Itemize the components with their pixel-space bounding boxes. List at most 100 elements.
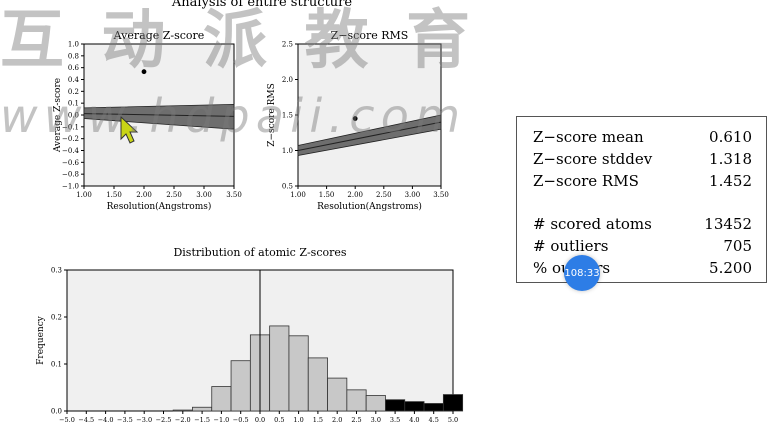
y-tick-label: −0.2 — [62, 135, 79, 143]
statistics-panel: Z−score mean 0.610 Z−score stddev 1.318 … — [516, 116, 767, 283]
data-point — [141, 69, 147, 75]
outlier-bar — [385, 399, 406, 412]
y-tick-label: 0.6 — [68, 64, 80, 72]
y-tick-label: 0.0 — [68, 112, 79, 120]
x-tick-label: 1.0 — [293, 416, 303, 424]
x-tick-label: 2.00 — [136, 191, 152, 199]
histogram-bar — [288, 335, 309, 412]
stat-row-outliers: # outliers 705 — [533, 236, 752, 256]
x-tick-label: −3.5 — [117, 416, 133, 424]
x-tick-label: 3.50 — [433, 191, 449, 199]
zscore-rms-chart: 1.00 1.50 2.00 2.50 3.00 3.50 2.5 2.0 1.5 1.0 0.5 Z… — [267, 29, 449, 212]
x-tick-label: −2.0 — [175, 416, 191, 424]
outlier-bar — [423, 403, 444, 412]
histogram-bar — [346, 389, 367, 412]
stat-value: 0.610 — [709, 128, 752, 146]
x-tick-label: −1.5 — [194, 416, 210, 424]
y-tick-label: −0.1 — [62, 123, 79, 131]
x-tick-label: −4.5 — [78, 416, 94, 424]
x-tick-label: 2.50 — [376, 191, 392, 199]
x-tick-label: 1.50 — [319, 191, 335, 199]
x-tick-label: 2.50 — [166, 191, 182, 199]
stat-value: 5.200 — [709, 259, 752, 277]
y-tick-label: −0.8 — [62, 171, 79, 179]
y-tick-label: −0.4 — [62, 147, 80, 155]
figure-title: Analysis of entire structure — [171, 0, 352, 10]
x-tick-label: 1.00 — [76, 191, 92, 199]
confidence-band — [297, 114, 442, 156]
histogram-bar — [269, 325, 290, 412]
y-tick-label: 0.3 — [51, 267, 62, 275]
cursor-arrow — [120, 115, 139, 144]
stat-row-stddev: Z−score stddev 1.318 — [533, 149, 752, 169]
chart-title: Z−score RMS — [331, 29, 409, 42]
y-axis-label: Z−score RMS — [267, 83, 277, 147]
stat-label: # scored atoms — [533, 215, 652, 233]
x-tick-label: 3.00 — [196, 191, 212, 199]
histogram-bar — [307, 357, 328, 412]
x-tick-label: −1.0 — [214, 416, 230, 424]
stat-label: # outliers — [533, 237, 609, 255]
stat-label: Z−score stddev — [533, 150, 653, 168]
x-tick-label: −0.5 — [233, 416, 249, 424]
histogram-bar — [327, 377, 348, 412]
x-tick-label: 4.5 — [429, 416, 439, 424]
x-tick-label: 1.00 — [290, 191, 306, 199]
y-tick-label: 1.0 — [282, 147, 293, 155]
x-tick-label: 4.0 — [409, 416, 419, 424]
x-tick-label: 3.00 — [405, 191, 421, 199]
chart-title: Distribution of atomic Z-scores — [173, 246, 346, 259]
mouse-pointer-icon — [120, 115, 139, 144]
plot-area — [297, 43, 442, 187]
x-axis-label: Resolution(Angstroms) — [107, 201, 212, 212]
y-tick-label: 0.5 — [282, 183, 293, 191]
y-tick-label: 0.4 — [68, 76, 80, 84]
x-tick-label: −5.0 — [59, 416, 75, 424]
y-tick-label: 0.2 — [68, 88, 79, 96]
outlier-bar — [404, 401, 425, 412]
y-tick-label: 0.0 — [51, 408, 62, 416]
histogram-bar — [192, 406, 213, 412]
y-axis-label: Frequency — [36, 315, 46, 365]
x-tick-label: 2.00 — [347, 191, 363, 199]
y-tick-label: 2.0 — [282, 76, 293, 84]
histogram-bar — [230, 360, 251, 412]
y-tick-label: 1.5 — [282, 112, 293, 120]
x-tick-label: 2.5 — [351, 416, 361, 424]
x-tick-label: 3.50 — [226, 191, 242, 199]
stat-row-rms: Z−score RMS 1.452 — [533, 171, 752, 191]
y-tick-label: −1.0 — [62, 183, 79, 191]
x-tick-label: −2.5 — [156, 416, 172, 424]
average-zscore-chart: 1.00 1.50 2.00 2.50 3.00 3.50 1.0 0.8 0.6 0.4 0.2 0… — [53, 29, 242, 212]
zscore-distribution-chart: −5.0 −4.5 −4.0 −3.5 −3.0 −2.5 −2.0 −1.5 −1.0 −0.5… — [36, 246, 464, 424]
y-tick-label: 1.0 — [68, 41, 79, 49]
x-tick-label: −4.0 — [98, 416, 114, 424]
x-tick-label: 1.50 — [106, 191, 122, 199]
x-axis-label: Resolution(Angstroms) — [317, 201, 422, 212]
stat-row-scored-atoms: # scored atoms 13452 — [533, 214, 752, 234]
stat-value: 1.452 — [709, 172, 752, 190]
histogram-bar — [172, 409, 193, 412]
x-tick-label: 5.0 — [448, 416, 458, 424]
stat-value: 705 — [723, 237, 752, 255]
histogram-bar — [365, 395, 386, 412]
y-tick-label: −0.6 — [62, 159, 80, 167]
stat-label: Z−score RMS — [533, 172, 639, 190]
stat-label: Z−score mean — [533, 128, 644, 146]
playback-time-badge[interactable]: 108:33 — [564, 255, 600, 291]
y-tick-label: 0.1 — [68, 100, 79, 108]
y-tick-label: 0.2 — [51, 314, 62, 322]
x-tick-label: 3.5 — [390, 416, 400, 424]
histogram-bar — [211, 386, 232, 412]
y-axis-label: Average Z-score — [53, 78, 63, 153]
trend-line — [83, 113, 235, 117]
y-tick-label: 0.8 — [68, 52, 79, 60]
y-tick-label: 2.5 — [282, 41, 293, 49]
stat-value: 1.318 — [709, 150, 752, 168]
x-tick-label: −3.0 — [136, 416, 152, 424]
x-tick-label: 3.0 — [371, 416, 381, 424]
stat-value: 13452 — [704, 215, 752, 233]
outlier-bar — [442, 394, 464, 412]
chart-title: Average Z-score — [113, 29, 205, 42]
